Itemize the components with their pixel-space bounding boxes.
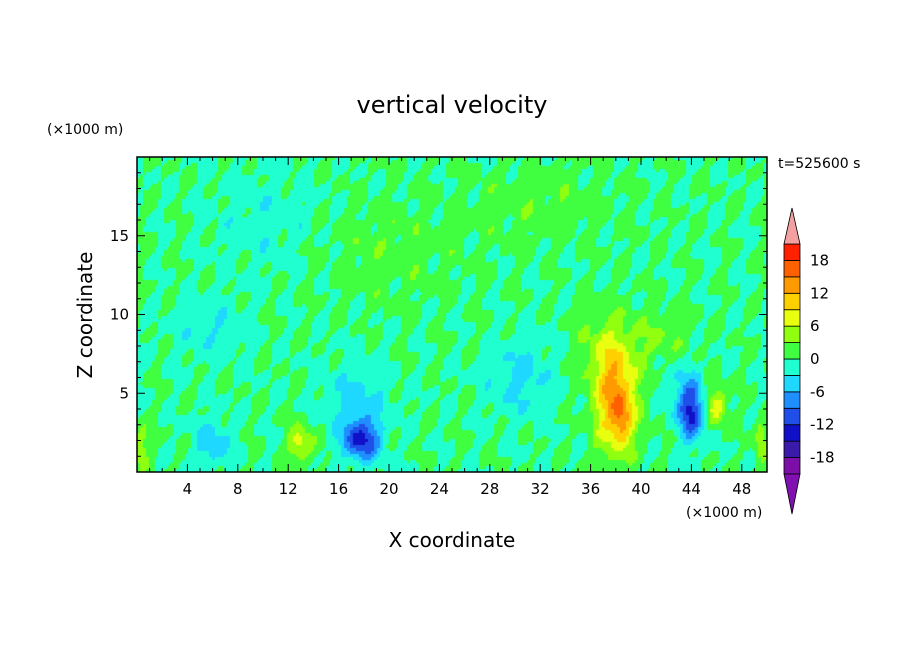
colorbar-segment	[783, 391, 801, 409]
x-tick-label: 48	[732, 480, 751, 498]
colorbar-over-arrow	[783, 207, 801, 245]
field-raster	[137, 157, 767, 472]
colorbar-segment	[783, 457, 801, 475]
x-tick-label: 4	[183, 480, 193, 498]
x-tick-label: 40	[631, 480, 650, 498]
colorbar-segment	[783, 309, 801, 327]
colorbar-segment	[783, 407, 801, 426]
colorbar-segment	[783, 440, 801, 458]
x-tick-label: 20	[379, 480, 398, 498]
y-tick-label: 10	[110, 306, 129, 324]
x-tick-label: 16	[329, 480, 348, 498]
y-tick-label: 15	[110, 227, 129, 245]
x-tick-label: 12	[279, 480, 298, 498]
colorbar-segment	[783, 243, 801, 261]
colorbar-segment	[783, 260, 801, 278]
x-tick-label: 44	[682, 480, 701, 498]
contour-field	[137, 157, 767, 472]
x-tick-label: 24	[430, 480, 449, 498]
time-label: t=525600 s	[778, 156, 860, 172]
x-tick-label: 8	[233, 480, 243, 498]
colorbar-segment	[783, 424, 801, 442]
x-axis-label: X coordinate	[389, 528, 516, 552]
colorbar-tick-label: 18	[810, 251, 829, 269]
colorbar-tick-label: 12	[810, 284, 829, 302]
colorbar-segment	[783, 292, 801, 311]
colorbar-tick-label: -12	[810, 416, 835, 434]
colorbar-segment	[783, 358, 801, 376]
colorbar-tick-label: 0	[810, 350, 820, 368]
colorbar-segment	[783, 276, 801, 294]
colorbar-tick-label: 6	[810, 317, 820, 335]
x-tick-label: 28	[480, 480, 499, 498]
x-unit-label: (×1000 m)	[686, 505, 762, 521]
colorbar-segment	[783, 342, 801, 360]
y-tick-label: 5	[119, 384, 129, 402]
colorbar-tick-label: -18	[810, 449, 835, 467]
colorbar-tick-label: -6	[810, 383, 825, 401]
x-tick-label: 32	[531, 480, 550, 498]
colorbar: 18 12 6 0 -6 -12 -18	[783, 207, 835, 515]
x-tick-label: 36	[581, 480, 600, 498]
colorbar-segment	[783, 375, 801, 393]
colorbar-segment	[783, 325, 801, 343]
chart-title: vertical velocity	[357, 91, 548, 119]
y-axis-label: Z coordinate	[73, 252, 97, 379]
colorbar-under-arrow	[783, 473, 801, 515]
y-unit-label: (×1000 m)	[47, 122, 123, 138]
